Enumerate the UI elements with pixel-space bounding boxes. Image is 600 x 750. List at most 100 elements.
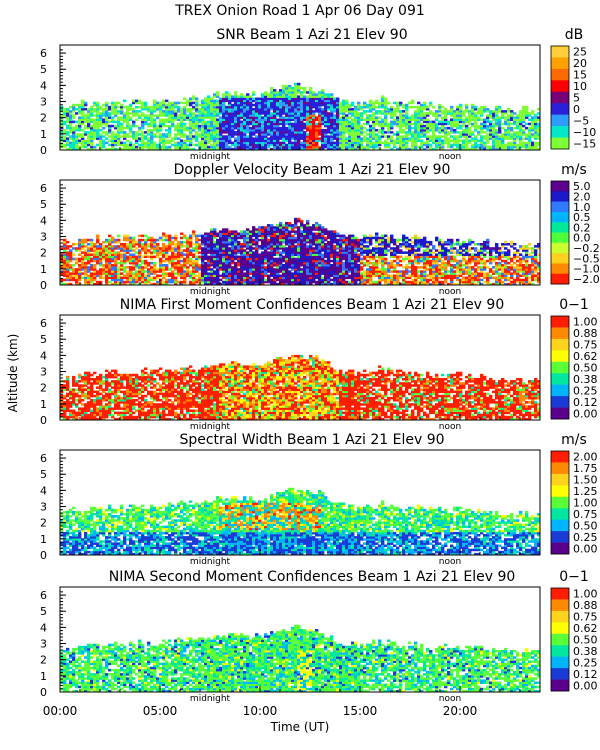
heatmap-cell [111, 118, 115, 121]
heatmap-cell [264, 238, 268, 242]
heatmap-cell [111, 131, 115, 134]
heatmap-cell [195, 114, 199, 117]
heatmap-cell [201, 139, 205, 142]
heatmap-cell [96, 108, 100, 111]
heatmap-cell [417, 137, 421, 140]
heatmap-cell [216, 261, 220, 265]
heatmap-cell [66, 112, 70, 115]
heatmap-cell [93, 270, 97, 273]
heatmap-cell [303, 278, 307, 282]
heatmap-cell [213, 124, 217, 128]
heatmap-cell [96, 103, 100, 107]
heatmap-cell [78, 247, 82, 250]
heatmap-cell [450, 143, 454, 147]
heatmap-cell [213, 266, 217, 269]
heatmap-cell [468, 112, 472, 115]
heatmap-cell [99, 135, 103, 138]
heatmap-cell [465, 147, 469, 151]
heatmap-cell [405, 105, 409, 109]
heatmap-cell [66, 266, 70, 269]
heatmap-cell [243, 137, 247, 140]
heatmap-cell [321, 99, 325, 103]
heatmap-cell [399, 131, 403, 134]
heatmap-cell [261, 116, 265, 119]
heatmap-cell [165, 141, 169, 145]
heatmap-cell [213, 251, 217, 254]
heatmap-cell [213, 93, 217, 96]
heatmap-cell [495, 114, 499, 117]
heatmap-cell [438, 139, 442, 142]
heatmap-cell [198, 133, 202, 136]
heatmap-cell [345, 139, 349, 142]
heatmap-cell [309, 89, 313, 92]
heatmap-cell [288, 101, 292, 105]
heatmap-cell [180, 131, 184, 134]
heatmap-cell [165, 247, 169, 250]
heatmap-cell [273, 137, 277, 140]
heatmap-cell [96, 251, 100, 254]
heatmap-cell [531, 135, 535, 138]
heatmap-cell [90, 280, 94, 284]
heatmap-cell [315, 103, 319, 107]
heatmap-cell [474, 120, 478, 124]
heatmap-cell [336, 99, 340, 103]
heatmap-cell [177, 264, 181, 267]
heatmap-cell [216, 259, 220, 263]
heatmap-cell [270, 93, 274, 96]
heatmap-cell [201, 103, 205, 107]
heatmap-cell [534, 147, 538, 151]
heatmap-cell [423, 116, 427, 119]
heatmap-cell [258, 268, 262, 271]
heatmap-cell [381, 124, 385, 128]
heatmap-cell [303, 276, 307, 280]
heatmap-cell [222, 147, 226, 151]
heatmap-cell [345, 141, 349, 145]
heatmap-cell [129, 274, 133, 277]
heatmap-cell [189, 122, 193, 126]
heatmap-cell [297, 266, 301, 269]
heatmap-cell [108, 114, 112, 117]
heatmap-cell [213, 99, 217, 103]
heatmap-cell [282, 93, 286, 96]
heatmap-cell [288, 255, 292, 259]
heatmap-cell [300, 124, 304, 128]
heatmap-cell [291, 118, 295, 121]
heatmap-cell [252, 120, 256, 124]
heatmap-cell [264, 261, 268, 265]
heatmap-cell [381, 101, 385, 105]
heatmap-cell [219, 266, 223, 269]
heatmap-cell [330, 143, 334, 147]
heatmap-cell [231, 259, 235, 263]
heatmap-cell [414, 141, 418, 145]
heatmap-cell [201, 243, 205, 246]
heatmap-cell [99, 264, 103, 267]
heatmap-cell [255, 243, 259, 246]
heatmap-cell [117, 240, 121, 244]
heatmap-cell [255, 97, 259, 100]
heatmap-cell [234, 95, 238, 98]
heatmap-cell [210, 282, 214, 286]
heatmap-cell [216, 255, 220, 259]
heatmap-cell [315, 110, 319, 113]
heatmap-cell [150, 278, 154, 282]
heatmap-cell [162, 232, 166, 235]
heatmap-cell [153, 108, 157, 111]
heatmap-cell [318, 118, 322, 121]
heatmap-cell [177, 133, 181, 136]
heatmap-cell [99, 270, 103, 273]
heatmap-cell [306, 124, 310, 128]
heatmap-cell [129, 131, 133, 134]
heatmap-cell [426, 105, 430, 109]
heatmap-cell [288, 278, 292, 282]
heatmap-cell [150, 251, 154, 254]
heatmap-cell [471, 110, 475, 113]
heatmap-cell [243, 257, 247, 261]
heatmap-cell [231, 124, 235, 128]
heatmap-cell [450, 139, 454, 142]
heatmap-cell [219, 264, 223, 267]
heatmap-cell [234, 112, 238, 115]
heatmap-cell [270, 261, 274, 265]
y-axis-label: Altitude (km) [6, 334, 20, 413]
heatmap-cell [360, 108, 364, 111]
heatmap-cell [138, 99, 142, 103]
